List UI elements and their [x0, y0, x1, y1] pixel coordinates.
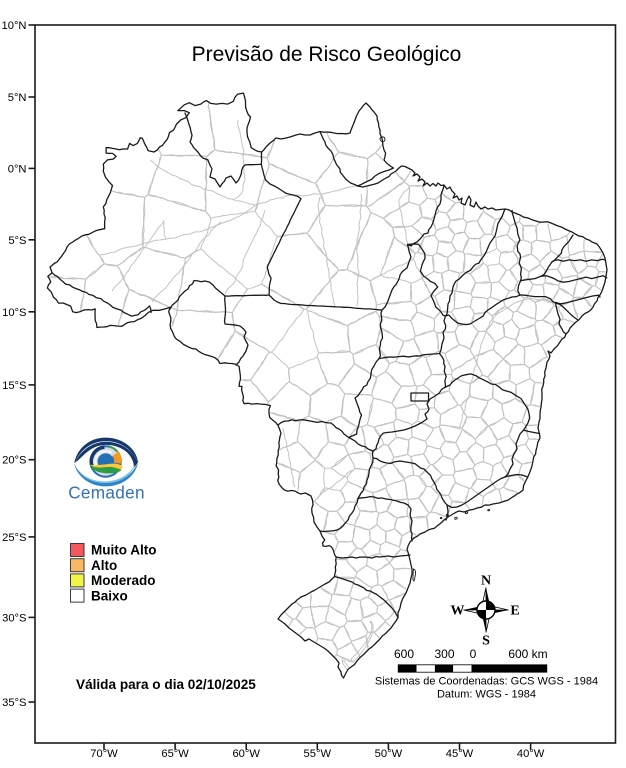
- svg-text:600: 600: [394, 647, 414, 661]
- svg-text:25°S: 25°S: [2, 532, 26, 544]
- svg-text:20°S: 20°S: [2, 455, 26, 467]
- svg-text:E: E: [510, 603, 519, 618]
- svg-text:65°W: 65°W: [161, 748, 189, 760]
- svg-text:55°W: 55°W: [304, 748, 332, 760]
- svg-text:5°S: 5°S: [8, 235, 26, 247]
- svg-text:70°W: 70°W: [90, 748, 118, 760]
- svg-text:Alto: Alto: [91, 558, 117, 573]
- svg-text:Moderado: Moderado: [91, 573, 156, 588]
- svg-text:N: N: [481, 574, 491, 589]
- svg-text:10°S: 10°S: [2, 307, 26, 319]
- svg-text:600 km: 600 km: [508, 647, 547, 661]
- svg-text:60°W: 60°W: [232, 748, 260, 760]
- svg-text:40°W: 40°W: [517, 748, 545, 760]
- svg-text:45°W: 45°W: [446, 748, 474, 760]
- svg-text:300: 300: [434, 647, 454, 661]
- svg-text:10°N: 10°N: [2, 20, 27, 32]
- svg-text:S: S: [482, 634, 490, 649]
- svg-text:Datum: WGS - 1984: Datum: WGS - 1984: [437, 689, 536, 701]
- svg-text:Baixo: Baixo: [91, 588, 128, 603]
- svg-text:50°W: 50°W: [375, 748, 403, 760]
- svg-text:35°S: 35°S: [2, 697, 26, 709]
- svg-text:15°S: 15°S: [2, 380, 26, 392]
- svg-text:Previsão de Risco Geológico: Previsão de Risco Geológico: [192, 43, 462, 66]
- svg-text:Cemaden: Cemaden: [68, 483, 145, 503]
- svg-text:30°S: 30°S: [2, 612, 26, 624]
- svg-text:Sistemas de Coordenadas: GCS W: Sistemas de Coordenadas: GCS WGS - 1984: [375, 676, 598, 688]
- svg-text:Válida para o dia 02/10/2025: Válida para o dia 02/10/2025: [76, 677, 256, 692]
- svg-text:0: 0: [470, 647, 477, 661]
- svg-text:Muito Alto: Muito Alto: [91, 543, 156, 558]
- svg-text:5°N: 5°N: [8, 92, 27, 104]
- svg-text:0°N: 0°N: [8, 163, 27, 175]
- svg-text:W: W: [451, 603, 465, 618]
